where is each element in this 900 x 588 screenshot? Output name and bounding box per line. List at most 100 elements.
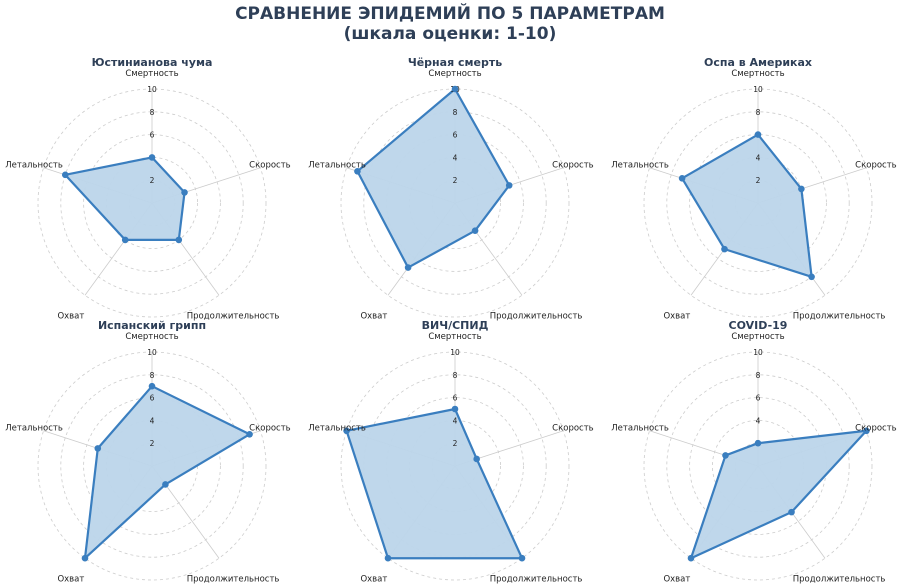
data-point bbox=[181, 189, 188, 196]
data-point bbox=[162, 481, 169, 488]
data-point bbox=[754, 439, 762, 447]
axis-label: Скорость bbox=[855, 424, 897, 434]
radar-chart-3: 246810СмертностьСкоростьПродолжительност… bbox=[611, 56, 896, 322]
grid-ring bbox=[689, 134, 827, 272]
grid-ring bbox=[408, 419, 501, 512]
data-point bbox=[451, 405, 459, 413]
radial-tick-label: 2 bbox=[150, 176, 155, 185]
axis-label: Скорость bbox=[855, 161, 897, 171]
series-area bbox=[681, 133, 813, 278]
radial-tick-label: 2 bbox=[453, 176, 458, 185]
radial-tick-label: 4 bbox=[756, 153, 761, 162]
radial-tick-label: 4 bbox=[756, 416, 761, 425]
radar-chart-6: 246810СмертностьСкоростьПродолжительност… bbox=[611, 319, 896, 585]
axis-label: Скорость bbox=[249, 161, 291, 171]
axis-label: Смертность bbox=[731, 69, 784, 79]
grid-ring bbox=[83, 134, 221, 272]
axis-label: Охват bbox=[360, 312, 387, 322]
figure-title-block: СРАВНЕНИЕ ЭПИДЕМИЙ ПО 5 ПАРАМЕТРАМ (шкал… bbox=[0, 4, 900, 44]
series-area bbox=[64, 156, 186, 241]
series-area bbox=[83, 385, 251, 560]
radial-tick-label: 6 bbox=[756, 394, 761, 403]
data-point bbox=[721, 245, 728, 253]
subplot-title: Оспа в Америках bbox=[704, 56, 812, 69]
data-point bbox=[788, 508, 795, 516]
data-point bbox=[808, 273, 815, 281]
subplot-title: Чёрная смерть bbox=[408, 56, 502, 69]
axis-label: Продолжительность bbox=[490, 575, 583, 585]
radial-tick-label: 8 bbox=[453, 108, 458, 117]
radial-tick-label: 10 bbox=[753, 348, 763, 357]
radial-tick-label: 4 bbox=[150, 416, 155, 425]
data-point bbox=[384, 554, 392, 562]
axis-label: Охват bbox=[663, 575, 690, 585]
data-point bbox=[505, 182, 513, 189]
radial-tick-label: 6 bbox=[150, 394, 155, 403]
axis-label: Охват bbox=[57, 575, 84, 585]
radial-tick-label: 4 bbox=[453, 153, 458, 162]
data-point bbox=[518, 554, 526, 562]
axis-label: Летальность bbox=[611, 161, 669, 171]
grid-ring bbox=[666, 374, 850, 558]
axis-label: Охват bbox=[663, 312, 690, 322]
axis-label: Смертность bbox=[125, 332, 178, 342]
radial-tick-label: 8 bbox=[756, 371, 761, 380]
axis-label: Продолжительность bbox=[793, 575, 886, 585]
data-point bbox=[678, 175, 686, 182]
axis-label: Смертность bbox=[731, 332, 784, 342]
data-point bbox=[451, 85, 459, 93]
data-point bbox=[148, 154, 156, 161]
radial-tick-label: 2 bbox=[756, 176, 761, 185]
radar-chart-1: 246810СмертностьСкоростьПродолжительност… bbox=[5, 56, 290, 322]
grid-ring bbox=[363, 111, 547, 295]
data-point bbox=[148, 382, 156, 390]
radial-tick-label: 10 bbox=[450, 348, 460, 357]
radar-chart-4: 2 4 6 8 10 Смертность Скорость Продолжительност… bbox=[5, 319, 290, 585]
grid-ring bbox=[408, 156, 501, 249]
axis-label: Смертность bbox=[125, 69, 178, 79]
axis-label: Летальность bbox=[5, 161, 63, 171]
radial-tick-label: 10 bbox=[147, 348, 157, 357]
data-point bbox=[81, 554, 89, 562]
series-area bbox=[345, 407, 524, 560]
subplot-title: Испанский грипп bbox=[98, 319, 206, 332]
axis-label: Продолжительность bbox=[187, 575, 280, 585]
radial-tick-label: 6 bbox=[453, 131, 458, 140]
radial-tick-label: 8 bbox=[756, 108, 761, 117]
radial-tick-label: 8 bbox=[150, 108, 155, 117]
data-point bbox=[121, 236, 129, 244]
axis-label: Скорость bbox=[249, 424, 291, 434]
data-point bbox=[94, 445, 102, 452]
axis-label: Смертность bbox=[428, 69, 481, 79]
subplot-title: Юстинианова чума bbox=[92, 56, 213, 69]
grid-ring bbox=[60, 374, 244, 558]
series-area bbox=[356, 87, 511, 269]
figure-title: СРАВНЕНИЕ ЭПИДЕМИЙ ПО 5 ПАРАМЕТРАМ bbox=[235, 4, 665, 24]
radial-tick-label: 6 bbox=[453, 394, 458, 403]
grid-ring bbox=[60, 111, 244, 295]
data-point bbox=[722, 452, 729, 459]
subplot-title: ВИЧ/СПИД bbox=[422, 319, 489, 332]
subplot-title: COVID-19 bbox=[729, 319, 788, 332]
series-area bbox=[689, 429, 868, 560]
data-point bbox=[473, 455, 480, 463]
radial-tick-label: 10 bbox=[147, 85, 157, 94]
axis-label: Охват bbox=[57, 312, 84, 322]
axis-label: Продолжительность bbox=[793, 312, 886, 322]
data-point bbox=[404, 264, 412, 271]
data-point bbox=[343, 427, 350, 435]
radial-tick-label: 6 bbox=[150, 131, 155, 140]
radar-chart-5: 2 4 6 8 10 Смертность Скорость Продолжительност… bbox=[308, 319, 593, 585]
axis-label: Летальность bbox=[611, 424, 669, 434]
data-point bbox=[798, 185, 805, 193]
data-point bbox=[354, 167, 361, 175]
data-point bbox=[754, 131, 762, 138]
axis-label: Смертность bbox=[428, 332, 481, 342]
radar-chart-2: 246810СмертностьСкоростьПродолжительност… bbox=[308, 56, 593, 322]
figure-subtitle: (шкала оценки: 1-10) bbox=[343, 24, 557, 44]
radial-tick-label: 2 bbox=[453, 439, 458, 448]
data-point bbox=[246, 430, 253, 438]
axis-label: Охват bbox=[360, 575, 387, 585]
